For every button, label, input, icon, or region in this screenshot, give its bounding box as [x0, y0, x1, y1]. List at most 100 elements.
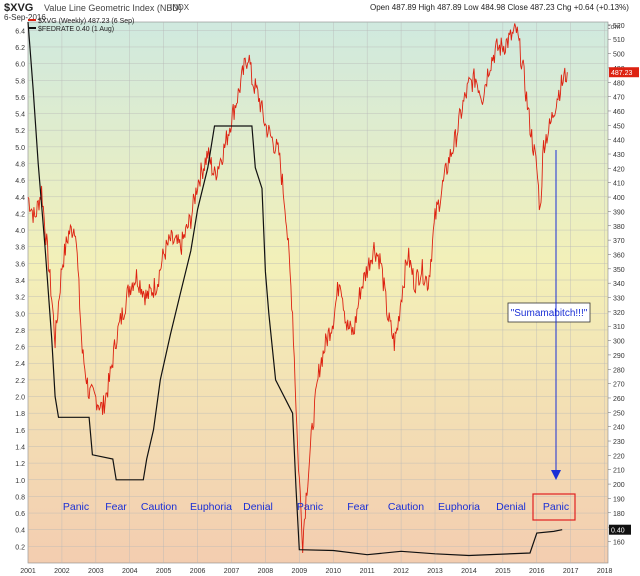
x-tick-label: 2011 [360, 568, 375, 575]
rate-last-value: 0.40 [611, 528, 625, 535]
right-tick-label: 250 [613, 410, 625, 417]
right-tick-label: 270 [613, 382, 625, 389]
legend: $XVG (Weekly) 487.23 (6 Sep)$FEDRATE 0.4… [28, 18, 134, 33]
left-axis: 0.2 0.4 0.6 0.8 1.0 1.2 1.4 1.6 1.8 2.0 2.2 2.4 2.6 2… [15, 28, 25, 551]
x-tick-label: 2017 [563, 568, 579, 575]
phase-label: Denial [496, 501, 526, 513]
legend-entry: $XVG (Weekly) 487.23 (6 Sep) [38, 18, 134, 25]
left-tick-label: 5.4 [15, 112, 25, 119]
phase-label: Fear [105, 501, 127, 513]
right-tick-label: 370 [613, 238, 625, 245]
phase-label: Caution [141, 501, 177, 513]
phase-label: Panic [297, 501, 323, 513]
left-tick-label: 0.2 [15, 544, 25, 551]
x-tick-label: 2010 [325, 568, 341, 575]
right-tick-label: 520 [613, 23, 625, 30]
right-axis: 1601701801902002102202302402502602702802… [608, 23, 625, 546]
ohlc-readout: Open 487.89 High 487.89 Low 484.98 Close… [370, 3, 629, 12]
x-tick-label: 2002 [54, 568, 70, 575]
right-tick-label: 350 [613, 267, 625, 274]
grid-lines [27, 22, 608, 563]
right-tick-label: 460 [613, 109, 625, 116]
left-tick-label: 6.2 [15, 45, 25, 52]
right-tick-label: 160 [613, 539, 625, 546]
left-tick-label: 5.2 [15, 128, 25, 135]
x-tick-label: 2007 [224, 568, 240, 575]
right-tick-label: 450 [613, 123, 625, 130]
right-tick-label: 440 [613, 138, 625, 145]
right-tick-label: 300 [613, 339, 625, 346]
right-tick-label: 280 [613, 367, 625, 374]
left-tick-label: 0.8 [15, 494, 25, 501]
highlight-box [532, 493, 576, 521]
annotation-layer: Panic Fear Caution Euphoria Denial Panic Fear C… [63, 150, 591, 521]
chart-date: 6-Sep-2016 [4, 13, 46, 22]
right-tick-label: 200 [613, 482, 625, 489]
callout-arrow-head [551, 470, 561, 480]
legend-entry: $FEDRATE 0.40 (1 Aug) [38, 26, 114, 33]
left-tick-label: 5.8 [15, 78, 25, 85]
right-tick-label: 260 [613, 396, 625, 403]
right-tick-label: 480 [613, 80, 625, 87]
left-tick-label: 3.0 [15, 311, 25, 318]
right-tick-label: 510 [613, 37, 625, 44]
left-tick-label: 1.6 [15, 428, 25, 435]
right-tick-label: 320 [613, 310, 625, 317]
left-tick-label: 2.2 [15, 378, 25, 385]
left-tick-label: 3.4 [15, 278, 25, 285]
price-line [27, 23, 568, 554]
left-tick-label: 1.0 [15, 478, 25, 485]
phase-label: Euphoria [190, 501, 232, 513]
right-tick-label: 220 [613, 453, 625, 460]
x-tick-label: 2004 [122, 568, 138, 575]
left-tick-label: 2.6 [15, 345, 25, 352]
x-tick-label: 2003 [88, 568, 104, 575]
phase-label: Euphoria [438, 501, 480, 513]
fedrate-line [27, 21, 563, 557]
phase-label: Denial [243, 501, 273, 513]
left-tick-label: 1.8 [15, 411, 25, 418]
callout-text: "Sumamabitch!!!" [511, 308, 588, 319]
right-tick-label: 380 [613, 224, 625, 231]
left-tick-label: 6.4 [15, 28, 25, 35]
rate-last-tag [609, 524, 631, 535]
x-tick-label: 2012 [393, 568, 409, 575]
left-tick-label: 1.4 [15, 444, 25, 451]
left-tick-label: 2.0 [15, 395, 25, 402]
right-tick-label: 190 [613, 496, 625, 503]
x-tick-label: 2018 [597, 568, 613, 575]
right-tick-label: 290 [613, 353, 625, 360]
right-tick-label: 330 [613, 296, 625, 303]
exchange-label: INDX [170, 3, 190, 12]
x-tick-label: 2009 [292, 568, 308, 575]
x-tick-label: 2005 [156, 568, 172, 575]
right-tick-label: 400 [613, 195, 625, 202]
x-tick-label: 2013 [427, 568, 443, 575]
left-tick-label: 5.0 [15, 145, 25, 152]
plot-background [27, 21, 609, 564]
right-tick-label: 500 [613, 52, 625, 59]
index-description: Value Line Geometric Index (NBD) [44, 3, 182, 13]
price-last-tag [609, 67, 639, 78]
right-tick-label: 180 [613, 511, 625, 518]
left-tick-label: 4.0 [15, 228, 25, 235]
left-tick-label: 1.2 [15, 461, 25, 468]
right-tick-label: 340 [613, 281, 625, 288]
left-tick-label: 4.8 [15, 161, 25, 168]
right-tick-label: 310 [613, 324, 625, 331]
x-tick-label: 2006 [190, 568, 206, 575]
x-tick-label: 2001 [20, 568, 36, 575]
x-axis: 2001 2002 2003 2004 2005 2006 2007 2008 2009 2010… [20, 568, 612, 575]
x-tick-label: 2016 [529, 568, 545, 575]
right-tick-label: 230 [613, 439, 625, 446]
left-tick-label: 0.4 [15, 528, 25, 535]
phase-label: Caution [388, 501, 424, 513]
left-tick-label: 3.2 [15, 295, 25, 302]
series-layer: 487.23 0.40 [27, 21, 639, 557]
right-tick-label: 420 [613, 166, 625, 173]
left-tick-label: 0.6 [15, 511, 25, 518]
right-tick-label: 390 [613, 209, 625, 216]
right-tick-label: 410 [613, 181, 625, 188]
right-tick-label: 210 [613, 468, 625, 475]
